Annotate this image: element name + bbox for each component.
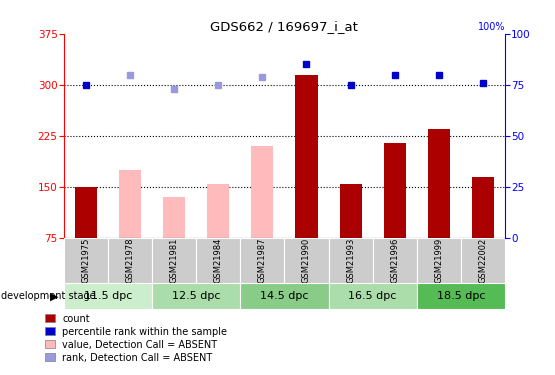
Bar [373,238,417,283]
Text: GSM21981: GSM21981 [170,238,179,284]
Text: 14.5 dpc: 14.5 dpc [260,291,309,301]
Text: GSM22002: GSM22002 [478,238,487,283]
Bar [295,75,317,238]
Bar [119,170,141,238]
Text: GSM21999: GSM21999 [435,238,443,283]
Bar [64,283,152,309]
Bar [152,283,240,309]
Text: GSM21990: GSM21990 [302,238,311,283]
Text: GSM21987: GSM21987 [258,238,267,284]
Text: GSM21975: GSM21975 [82,238,90,284]
Bar [240,283,329,309]
Bar [240,238,284,283]
Text: GSM21993: GSM21993 [346,238,355,284]
Bar [284,238,329,283]
Bar [75,187,97,238]
Bar [108,238,152,283]
Bar [472,177,494,238]
Bar [428,129,450,238]
Bar [340,184,362,238]
Text: 16.5 dpc: 16.5 dpc [349,291,397,301]
Legend: count, percentile rank within the sample, value, Detection Call = ABSENT, rank, : count, percentile rank within the sample… [41,310,231,366]
Text: GSM21996: GSM21996 [390,238,399,284]
Bar [329,238,373,283]
Text: 18.5 dpc: 18.5 dpc [437,291,485,301]
Title: GDS662 / 169697_i_at: GDS662 / 169697_i_at [210,20,359,33]
Text: 12.5 dpc: 12.5 dpc [172,291,220,301]
Bar [461,238,505,283]
Text: 11.5 dpc: 11.5 dpc [84,291,132,301]
Bar [163,197,185,238]
Bar [196,238,240,283]
Bar [64,238,108,283]
Text: 100%: 100% [477,22,505,32]
Text: development stage: development stage [1,291,95,301]
Text: ▶: ▶ [50,291,58,301]
Bar [384,143,406,238]
Bar [417,238,461,283]
Text: GSM21978: GSM21978 [125,238,134,284]
Bar [251,146,274,238]
Bar [329,283,417,309]
Text: GSM21984: GSM21984 [214,238,223,284]
Bar [207,184,229,238]
Bar [152,238,196,283]
Bar [417,283,505,309]
